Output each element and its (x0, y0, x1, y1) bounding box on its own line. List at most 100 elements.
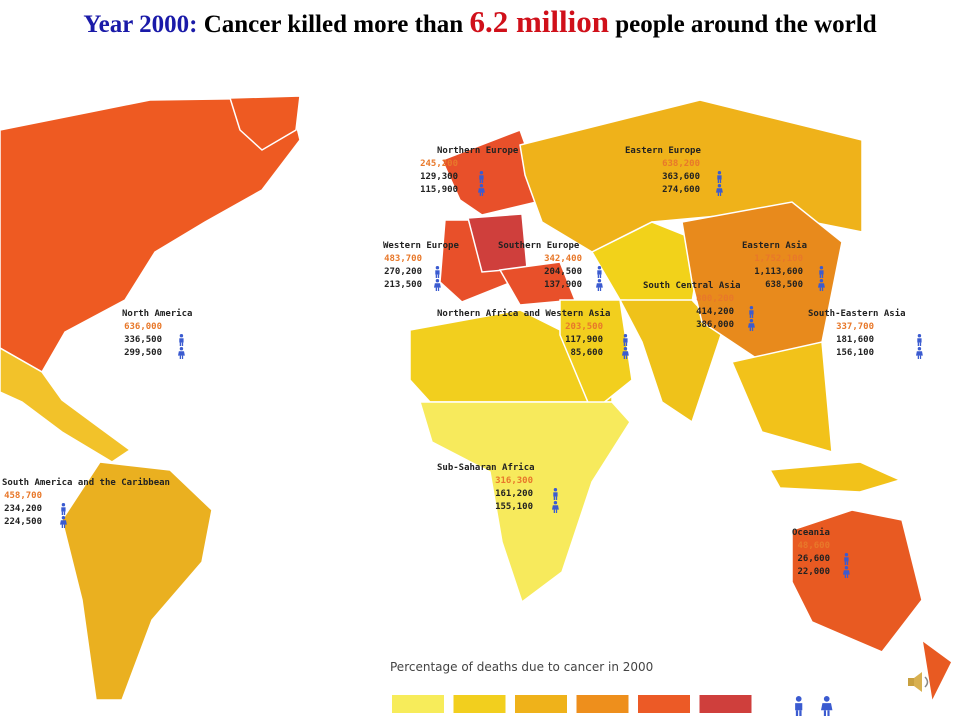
region-name: Eastern Europe (625, 146, 701, 156)
western-asia (559, 299, 633, 414)
region-women: 22,000 (797, 567, 830, 577)
speaker-icon (908, 672, 929, 692)
legend-swatch (638, 695, 690, 713)
region-women: 85,600 (570, 348, 603, 358)
region-total: 638,200 (662, 159, 700, 169)
female-icon (478, 184, 485, 196)
region-name: Western Europe (383, 241, 459, 251)
region-name: North America (122, 309, 193, 319)
male-icon (597, 266, 602, 278)
region-name: Northern Africa and Western Asia (437, 309, 611, 319)
female-icon (716, 184, 723, 196)
region-men: 161,200 (495, 489, 533, 499)
legend-title: Percentage of deaths due to cancer in 20… (390, 660, 654, 674)
male-icon (553, 488, 558, 500)
region-men: 363,600 (662, 172, 700, 182)
region-name: South America and the Caribbean (2, 478, 170, 488)
central-america (0, 347, 132, 463)
region-total: 337,700 (836, 322, 874, 332)
region-men: 1,113,600 (754, 267, 803, 277)
region-women: 115,900 (420, 185, 458, 195)
female-icon (748, 319, 755, 331)
male-icon (435, 266, 440, 278)
region-men: 26,600 (797, 554, 830, 564)
indonesia (768, 461, 903, 493)
greenland (228, 95, 301, 151)
female-icon (60, 516, 67, 528)
region-name: South-Eastern Asia (808, 309, 906, 319)
female-icon (622, 347, 629, 359)
region-total: 458,700 (4, 491, 42, 501)
region-women: 137,900 (544, 280, 582, 290)
region-total: 483,700 (384, 254, 422, 264)
female-icon (843, 566, 850, 578)
region-total: 48,600 (797, 541, 830, 551)
male-icon (844, 553, 849, 565)
legend-swatch (699, 695, 752, 713)
region-total: 636,000 (124, 322, 162, 332)
title: Year 2000: Cancer killed more than 6.2 m… (0, 4, 960, 40)
title-figure: 6.2 million (469, 4, 609, 39)
region-total: 342,400 (544, 254, 582, 264)
male-icon (479, 171, 484, 183)
south-eastern-asia (730, 341, 833, 454)
region-women: 224,500 (4, 517, 42, 527)
title-year: Year 2000: (83, 11, 198, 38)
male-icon (623, 334, 628, 346)
legend-swatch (576, 695, 629, 713)
region-women: 274,600 (662, 185, 700, 195)
male-icon (749, 306, 754, 318)
region-name: Oceania (792, 528, 830, 538)
region-women: 638,500 (765, 280, 803, 290)
female-icon (916, 347, 923, 359)
region-men: 117,900 (565, 335, 603, 345)
south-central-asia (618, 299, 723, 424)
region-total: 316,300 (495, 476, 533, 486)
region-men: 414,200 (696, 307, 734, 317)
female-icon (596, 279, 603, 291)
new-zealand (920, 638, 953, 705)
region-women: 213,500 (384, 280, 422, 290)
region-men: 204,500 (544, 267, 582, 277)
male-icon (819, 266, 824, 278)
legend-swatch (453, 695, 506, 713)
region-name: Northern Europe (437, 146, 519, 156)
region-name: Eastern Asia (742, 241, 808, 251)
region-women: 299,500 (124, 348, 162, 358)
male-icon (917, 334, 922, 346)
region-women: 155,100 (495, 502, 533, 512)
australia (791, 509, 923, 653)
northern-europe (440, 129, 546, 216)
south-america (61, 461, 213, 701)
sub-saharan-africa (418, 401, 631, 604)
male-icon (717, 171, 722, 183)
region-women: 386,000 (696, 320, 734, 330)
region-men: 129,300 (420, 172, 458, 182)
region-name: Sub-Saharan Africa (437, 463, 535, 473)
region-total: 203,500 (565, 322, 603, 332)
male-icon (61, 503, 66, 515)
female-icon (818, 279, 825, 291)
male-icon (179, 334, 184, 346)
female-icon (821, 696, 833, 716)
female-icon (178, 347, 185, 359)
legend-swatch (515, 695, 567, 713)
legend-swatch (392, 695, 444, 713)
title-lead: Cancer killed more than (203, 11, 464, 38)
region-men: 270,200 (384, 267, 422, 277)
region-name: South Central Asia (643, 281, 741, 291)
female-icon (552, 501, 559, 513)
region-men: 181,600 (836, 335, 874, 345)
region-women: 156,100 (836, 348, 874, 358)
region-name: Southern Europe (498, 241, 580, 251)
female-icon (434, 279, 441, 291)
region-men: 336,500 (124, 335, 162, 345)
region-total: 1,752,100 (754, 254, 803, 264)
region-men: 234,200 (4, 504, 42, 514)
region-total: 245,200 (420, 159, 458, 169)
title-tail: people around the world (615, 11, 877, 38)
region-total: 800,200 (696, 294, 734, 304)
male-icon (795, 696, 803, 716)
